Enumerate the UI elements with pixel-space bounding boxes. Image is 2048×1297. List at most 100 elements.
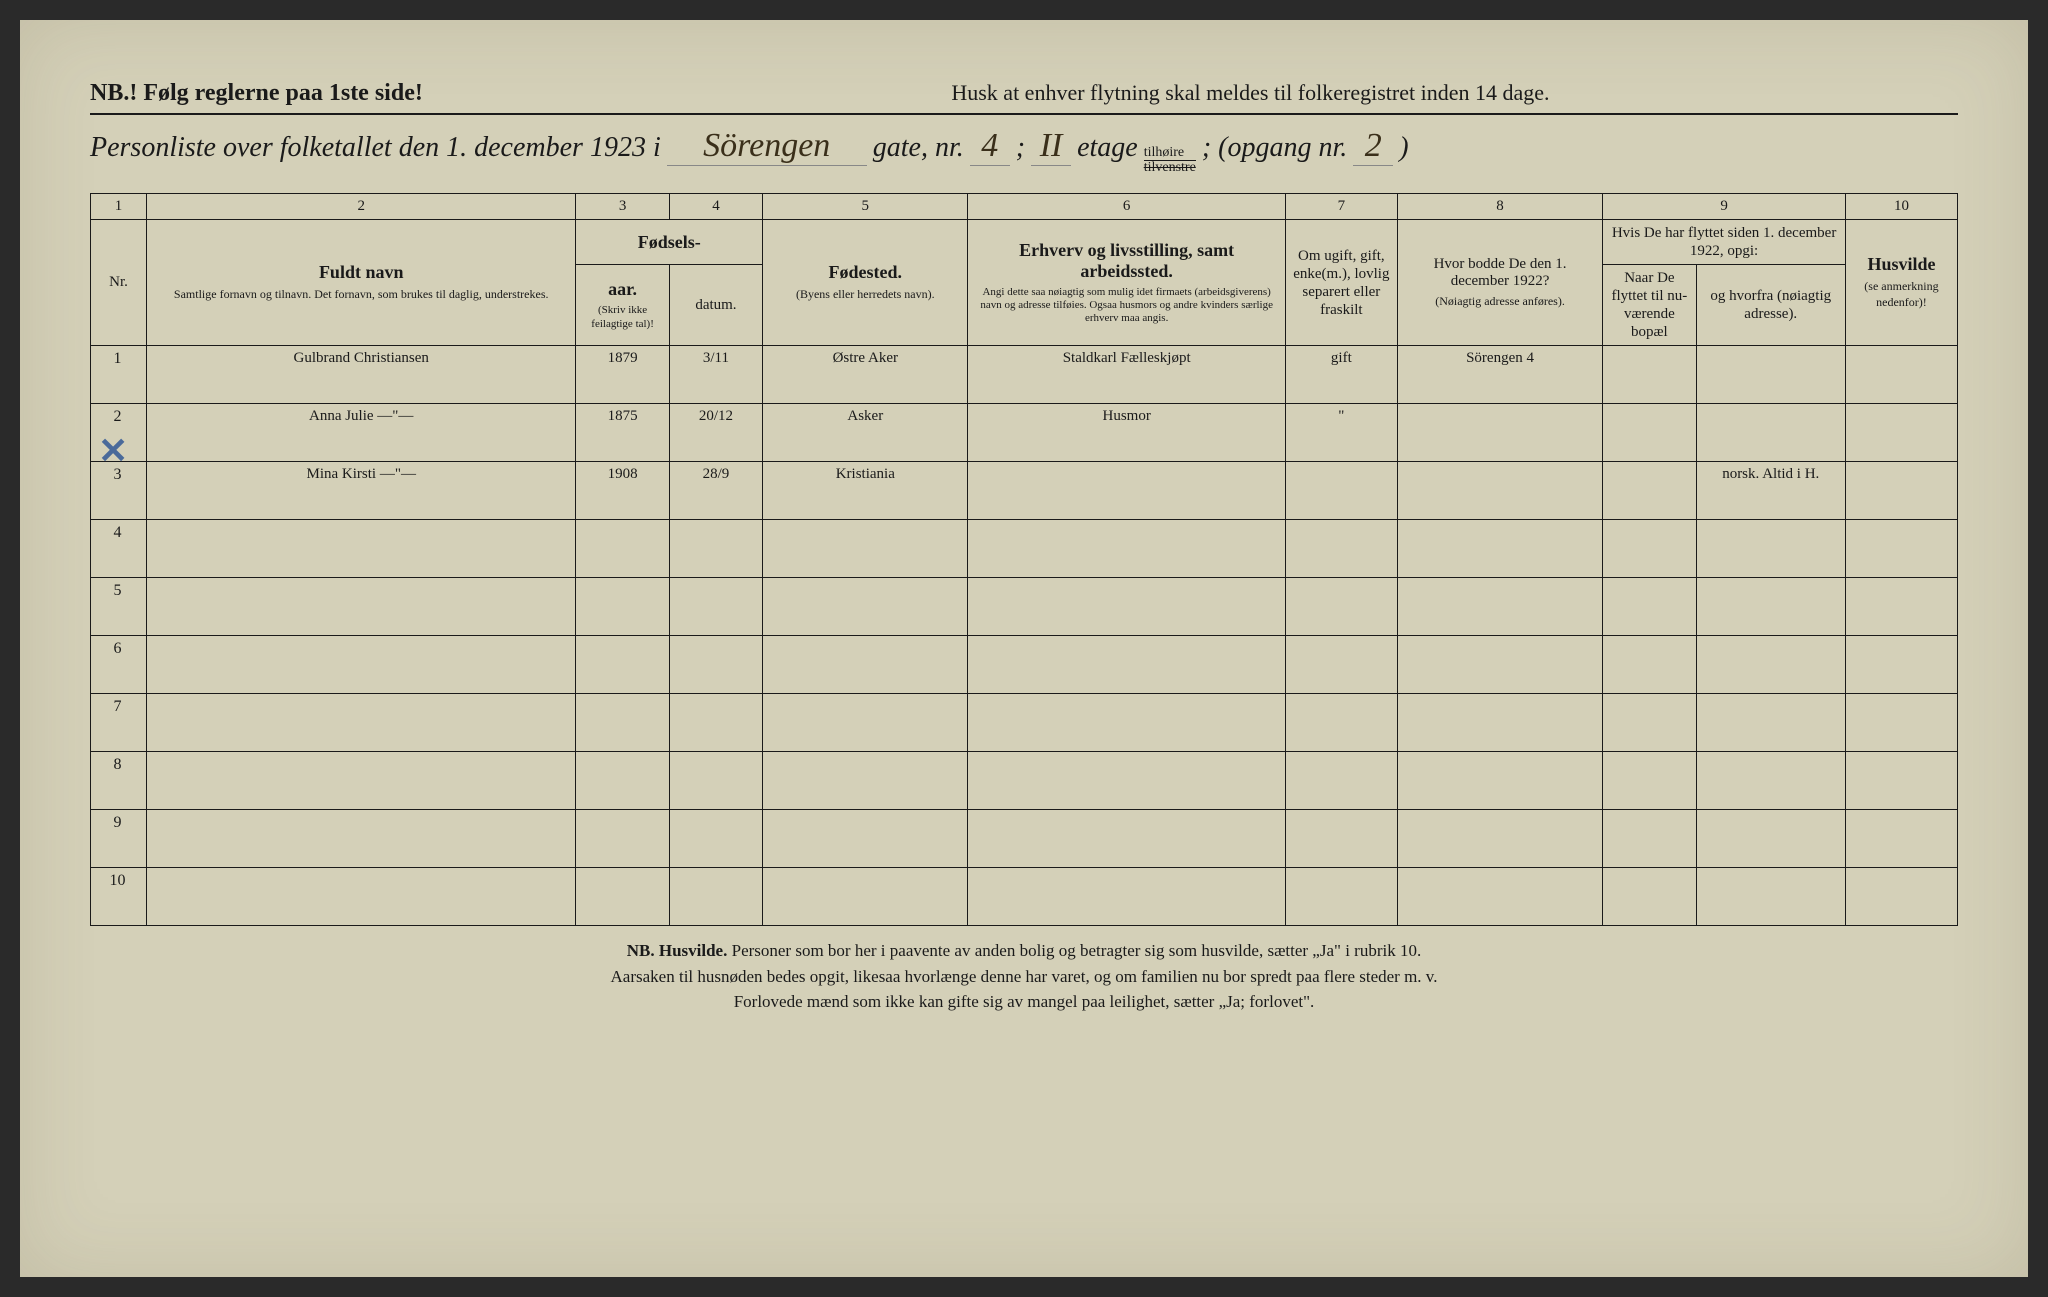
cell-fodested: Østre Aker <box>763 346 968 404</box>
hdr-fodsel-main: Fødsels- <box>638 232 701 252</box>
hdr-husvilde: Husvilde (se anmerkning nedenfor)! <box>1845 220 1957 346</box>
cell-husvilde <box>1845 462 1957 520</box>
hdr-erhverv: Erhverv og livsstilling, samt arbeidsste… <box>968 220 1285 346</box>
hdr-navn-main: Fuldt navn <box>319 262 404 282</box>
colnum-6: 6 <box>968 194 1285 220</box>
header-row-1: Nr. Fuldt navn Samtlige fornavn og tilna… <box>91 220 1958 265</box>
table-row: 3Mina Kirsti —"—190828/9Kristianianorsk.… <box>91 462 1958 520</box>
cell-hvorfra <box>1696 404 1845 462</box>
hdr-navn: Fuldt navn Samtlige fornavn og tilnavn. … <box>147 220 576 346</box>
cell-navn: Anna Julie —"— <box>147 404 576 462</box>
hdr-aar-main: aar. <box>608 279 637 299</box>
footnote-nb: NB. Husvilde. <box>627 941 728 960</box>
etage-top: tilhøire <box>1144 146 1196 161</box>
table-body: 1Gulbrand Christiansen18793/11Østre Aker… <box>91 346 1958 926</box>
table-row-empty: 4 <box>91 520 1958 578</box>
etage-side-fraction: tilhøire tilvenstre <box>1144 146 1196 175</box>
cell-nr: 6 <box>91 636 147 694</box>
table-row-empty: 7 <box>91 694 1958 752</box>
gate-label: gate, nr. <box>873 132 964 164</box>
colnum-2: 2 <box>147 194 576 220</box>
hdr-hvorfra: og hvorfra (nøiagtig adresse). <box>1696 265 1845 346</box>
opgang-number-field: 2 <box>1353 127 1393 166</box>
table-row-empty: 8 <box>91 752 1958 810</box>
cell-datum: 28/9 <box>669 462 762 520</box>
hdr-fodested-main: Fødested. <box>829 262 903 282</box>
hdr-nr: Nr. <box>91 220 147 346</box>
cell-husvilde <box>1845 346 1957 404</box>
cell-navn: Gulbrand Christiansen <box>147 346 576 404</box>
colnum-5: 5 <box>763 194 968 220</box>
cell-sivil: gift <box>1285 346 1397 404</box>
cell-sivil: " <box>1285 404 1397 462</box>
blue-x-mark: ✕ <box>98 430 128 472</box>
hdr-fodsel: Fødsels- <box>576 220 763 265</box>
cell-fodested: Asker <box>763 404 968 462</box>
cell-nr: 7 <box>91 694 147 752</box>
cell-naar <box>1603 462 1696 520</box>
hdr-navn-sub: Samtlige fornavn og tilnavn. Det fornavn… <box>153 287 569 303</box>
cell-bodde <box>1397 404 1602 462</box>
hdr-naar: Naar De flyttet til nu-værende bopæl <box>1603 265 1696 346</box>
census-form-paper: NB.! Følg reglerne paa 1ste side! Husk a… <box>20 20 2028 1277</box>
nb-instruction: NB.! Følg reglerne paa 1ste side! <box>90 80 423 107</box>
cell-erhverv: Staldkarl Fælleskjøpt <box>968 346 1285 404</box>
cell-husvilde <box>1845 404 1957 462</box>
semicolon1: ; <box>1016 132 1025 164</box>
cell-datum: 3/11 <box>669 346 762 404</box>
husk-instruction: Husk at enhver flytning skal meldes til … <box>543 80 1958 107</box>
column-number-row: 1 2 3 4 5 6 7 8 9 10 <box>91 194 1958 220</box>
etage-label: etage <box>1077 132 1138 164</box>
cell-bodde: Sörengen 4 <box>1397 346 1602 404</box>
census-table: 1 2 3 4 5 6 7 8 9 10 Nr. Fuldt navn Samt… <box>90 193 1958 926</box>
cell-navn: Mina Kirsti —"— <box>147 462 576 520</box>
hdr-datum: datum. <box>669 265 762 346</box>
form-title-line: Personliste over folketallet den 1. dece… <box>90 127 1958 175</box>
cell-nr: 5 <box>91 578 147 636</box>
footnote-line1: Personer som bor her i paavente av anden… <box>732 941 1422 960</box>
hdr-bodde: Hvor bodde De den 1. december 1922? (Nøi… <box>1397 220 1602 346</box>
cell-nr: 1 <box>91 346 147 404</box>
cell-bodde <box>1397 462 1602 520</box>
table-row: 2Anna Julie —"—187520/12AskerHusmor" <box>91 404 1958 462</box>
table-row-empty: 9 <box>91 810 1958 868</box>
hdr-fodested: Fødested. (Byens eller herredets navn). <box>763 220 968 346</box>
hdr-aar-sub: (Skriv ikke feilagtige tal)! <box>582 304 662 330</box>
colnum-4: 4 <box>669 194 762 220</box>
hdr-erhverv-sub: Angi dette saa nøiagtig som mulig idet f… <box>974 286 1278 326</box>
hdr-fodested-sub: (Byens eller herredets navn). <box>769 287 961 303</box>
footnote-line2: Aarsaken til husnøden bedes opgit, likes… <box>611 967 1438 986</box>
cell-hvorfra <box>1696 346 1845 404</box>
hdr-husvilde-sub: (se anmerkning nedenfor)! <box>1852 279 1951 310</box>
cell-naar <box>1603 346 1696 404</box>
hdr-erhverv-main: Erhverv og livsstilling, samt arbeidsste… <box>1019 240 1234 281</box>
cell-nr: 8 <box>91 752 147 810</box>
footnote-block: NB. Husvilde. Personer som bor her i paa… <box>90 938 1958 1015</box>
cell-datum: 20/12 <box>669 404 762 462</box>
hdr-bodde-sub: (Nøiagtig adresse anføres). <box>1404 294 1596 310</box>
footnote-line3: Forlovede mænd som ikke kan gifte sig av… <box>734 992 1315 1011</box>
top-instruction-line: NB.! Følg reglerne paa 1ste side! Husk a… <box>90 80 1958 115</box>
colnum-7: 7 <box>1285 194 1397 220</box>
gate-number-field: 4 <box>970 127 1010 166</box>
cell-aar: 1879 <box>576 346 669 404</box>
cell-aar: 1875 <box>576 404 669 462</box>
title-prefix: Personliste over folketallet den 1. dece… <box>90 132 661 164</box>
close-paren: ) <box>1399 132 1408 164</box>
street-name-field: Sörengen <box>667 127 867 166</box>
hdr-husvilde-main: Husvilde <box>1867 254 1935 274</box>
hdr-sivil: Om ugift, gift, enke(m.), lovlig separer… <box>1285 220 1397 346</box>
colnum-10: 10 <box>1845 194 1957 220</box>
colnum-9: 9 <box>1603 194 1846 220</box>
cell-erhverv <box>968 462 1285 520</box>
colnum-8: 8 <box>1397 194 1602 220</box>
table-row-empty: 5 <box>91 578 1958 636</box>
etage-number-field: II <box>1031 127 1071 166</box>
cell-sivil <box>1285 462 1397 520</box>
table-row-empty: 10 <box>91 868 1958 926</box>
table-header: 1 2 3 4 5 6 7 8 9 10 Nr. Fuldt navn Samt… <box>91 194 1958 346</box>
colnum-1: 1 <box>91 194 147 220</box>
cell-nr: 10 <box>91 868 147 926</box>
hdr-flyttet: Hvis De har flyttet siden 1. december 19… <box>1603 220 1846 265</box>
hdr-bodde-main: Hvor bodde De den 1. december 1922? <box>1434 256 1567 289</box>
